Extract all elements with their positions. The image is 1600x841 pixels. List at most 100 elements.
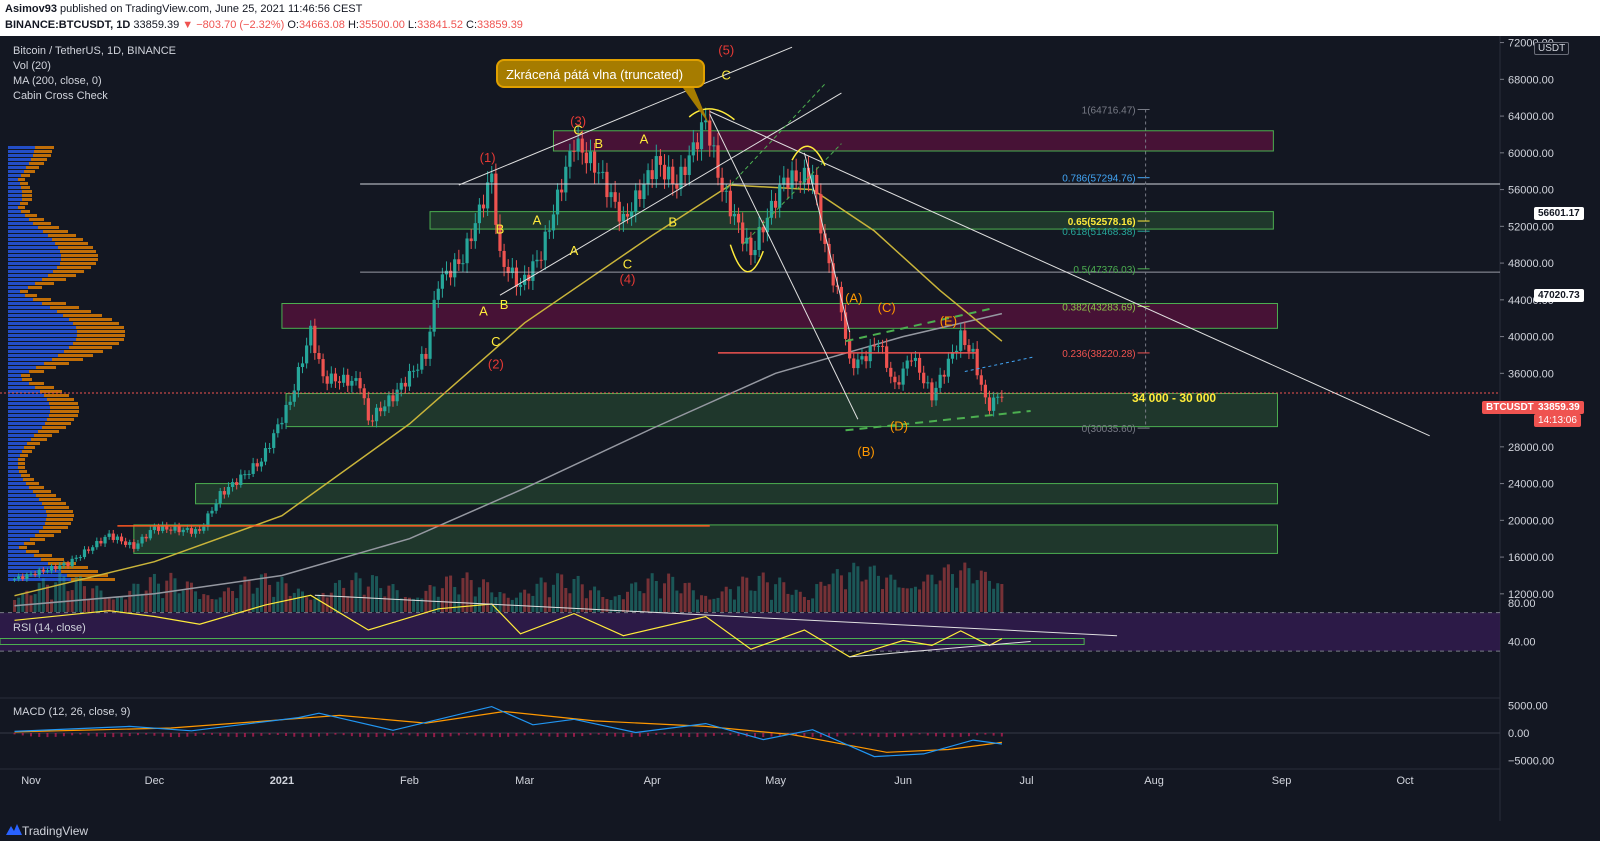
candle-body <box>979 375 983 385</box>
candle-body <box>239 474 243 485</box>
volume-profile-bar <box>8 570 61 573</box>
macd-histogram-bar <box>877 733 880 737</box>
macd-histogram-bar <box>211 733 214 735</box>
volume-bar <box>370 575 374 612</box>
volume-bar <box>769 599 773 612</box>
candle-body <box>358 378 362 389</box>
volume-bar <box>539 577 543 612</box>
volume-profile-bar <box>34 554 52 557</box>
volume-profile-bar <box>8 334 77 337</box>
volume-profile-bar <box>50 406 79 409</box>
candle-body <box>132 542 136 549</box>
candle-body <box>597 172 601 174</box>
volume-profile-bar <box>34 150 52 153</box>
countdown-tag: 14:13:06 <box>1534 414 1581 427</box>
candle-body <box>510 267 514 273</box>
rsi-legend[interactable]: RSI (14, close) <box>13 622 86 634</box>
volume-profile-bar <box>8 426 42 429</box>
macd-histogram-bar <box>721 733 724 735</box>
volume-profile-bar <box>36 366 56 369</box>
volume-bar <box>210 599 214 612</box>
macd-histogram-bar <box>334 733 337 735</box>
symbol-label: BINANCE:BTCUSDT, 1D <box>5 19 131 31</box>
publish-header: Asimov93 published on TradingView.com, J… <box>0 0 1600 36</box>
legend-title[interactable]: Bitcoin / TetherUS, 1D, BINANCE <box>13 45 177 57</box>
candle-body <box>37 569 41 576</box>
axis-unit-badge[interactable]: USDT <box>1534 42 1570 55</box>
macd-histogram-bar <box>836 733 839 737</box>
candle-body <box>934 387 938 401</box>
volume-bar <box>646 578 650 612</box>
volume-profile-bar <box>29 218 44 221</box>
volume-bar <box>132 583 136 612</box>
candle-body <box>313 325 317 354</box>
wave-label: A <box>640 132 649 147</box>
volume-profile-bar <box>8 226 38 229</box>
macd-histogram-bar <box>959 733 962 737</box>
volume-profile-bar <box>33 154 51 157</box>
macd-histogram-bar <box>647 733 650 736</box>
volume-bar <box>819 581 823 612</box>
tradingview-logo[interactable]: TradingView <box>6 824 88 838</box>
candle-body <box>535 259 539 262</box>
candle-body <box>798 181 802 183</box>
chart-canvas[interactable]: 1.272(74149.67)1(64716.47)0.786(57294.76… <box>0 36 1600 821</box>
macd-histogram-bar <box>309 733 312 738</box>
candle-body <box>95 540 99 548</box>
volume-bar <box>605 599 609 612</box>
candle-body <box>111 533 115 540</box>
price-axis-label: 24000.00 <box>1508 479 1554 491</box>
macd-histogram-bar <box>589 733 592 736</box>
close-value: 33859.39 <box>477 19 523 31</box>
callout-box[interactable]: Zkrácená pátá vlna (truncated) <box>496 59 705 88</box>
brand-name: TradingView <box>22 824 89 838</box>
candle-body <box>806 167 811 185</box>
candle-body <box>54 565 58 570</box>
volume-profile-bar <box>8 342 73 345</box>
macd-histogram-bar <box>104 733 107 737</box>
tradingview-icon <box>6 824 22 835</box>
volume-profile-bar <box>35 534 54 537</box>
volume-bar <box>913 586 917 612</box>
volume-bar <box>185 581 189 612</box>
candle-body <box>354 378 358 381</box>
candle-body <box>827 243 831 264</box>
legend-vol[interactable]: Vol (20) <box>13 60 51 72</box>
volume-bar <box>856 566 860 612</box>
author-name[interactable]: Asimov93 <box>5 3 57 15</box>
volume-profile-bar <box>8 510 46 513</box>
volume-profile-bar <box>35 146 54 149</box>
volume-bar <box>259 574 263 612</box>
candle-body <box>959 330 963 351</box>
candle-body <box>506 266 510 273</box>
candle-body <box>987 397 992 411</box>
volume-profile-bar <box>8 458 18 461</box>
chart-area[interactable]: 1.272(74149.67)1(64716.47)0.786(57294.76… <box>0 36 1600 821</box>
volume-profile-bar <box>18 178 25 181</box>
macd-legend[interactable]: MACD (12, 26, close, 9) <box>13 706 131 718</box>
legend-cabin[interactable]: Cabin Cross Check <box>13 90 108 102</box>
macd-histogram-bar <box>79 733 82 735</box>
volume-profile-bar <box>8 514 47 517</box>
volume-bar <box>58 572 62 612</box>
candle-body <box>165 525 169 530</box>
volume-bar <box>613 596 617 612</box>
candle-body <box>136 543 140 549</box>
volume-profile-bar <box>50 306 79 309</box>
time-axis-label: Feb <box>400 775 419 787</box>
volume-bar <box>802 596 806 612</box>
volume-profile-bar <box>8 490 33 493</box>
candle-body <box>823 233 827 244</box>
volume-bar <box>724 586 728 612</box>
volume-profile-bar <box>29 162 44 165</box>
volume-profile-bar <box>8 394 44 397</box>
volume-bar <box>732 599 736 612</box>
fib-level-label: 0.65(52578.16) <box>1068 217 1136 228</box>
volume-profile-bar <box>8 150 34 153</box>
macd-histogram-bar <box>556 733 559 737</box>
volume-profile-bar <box>8 338 76 341</box>
volume-bar <box>379 588 383 612</box>
candle-body <box>983 384 987 398</box>
candle-body <box>45 570 50 572</box>
legend-ma[interactable]: MA (200, close, 0) <box>13 75 102 87</box>
